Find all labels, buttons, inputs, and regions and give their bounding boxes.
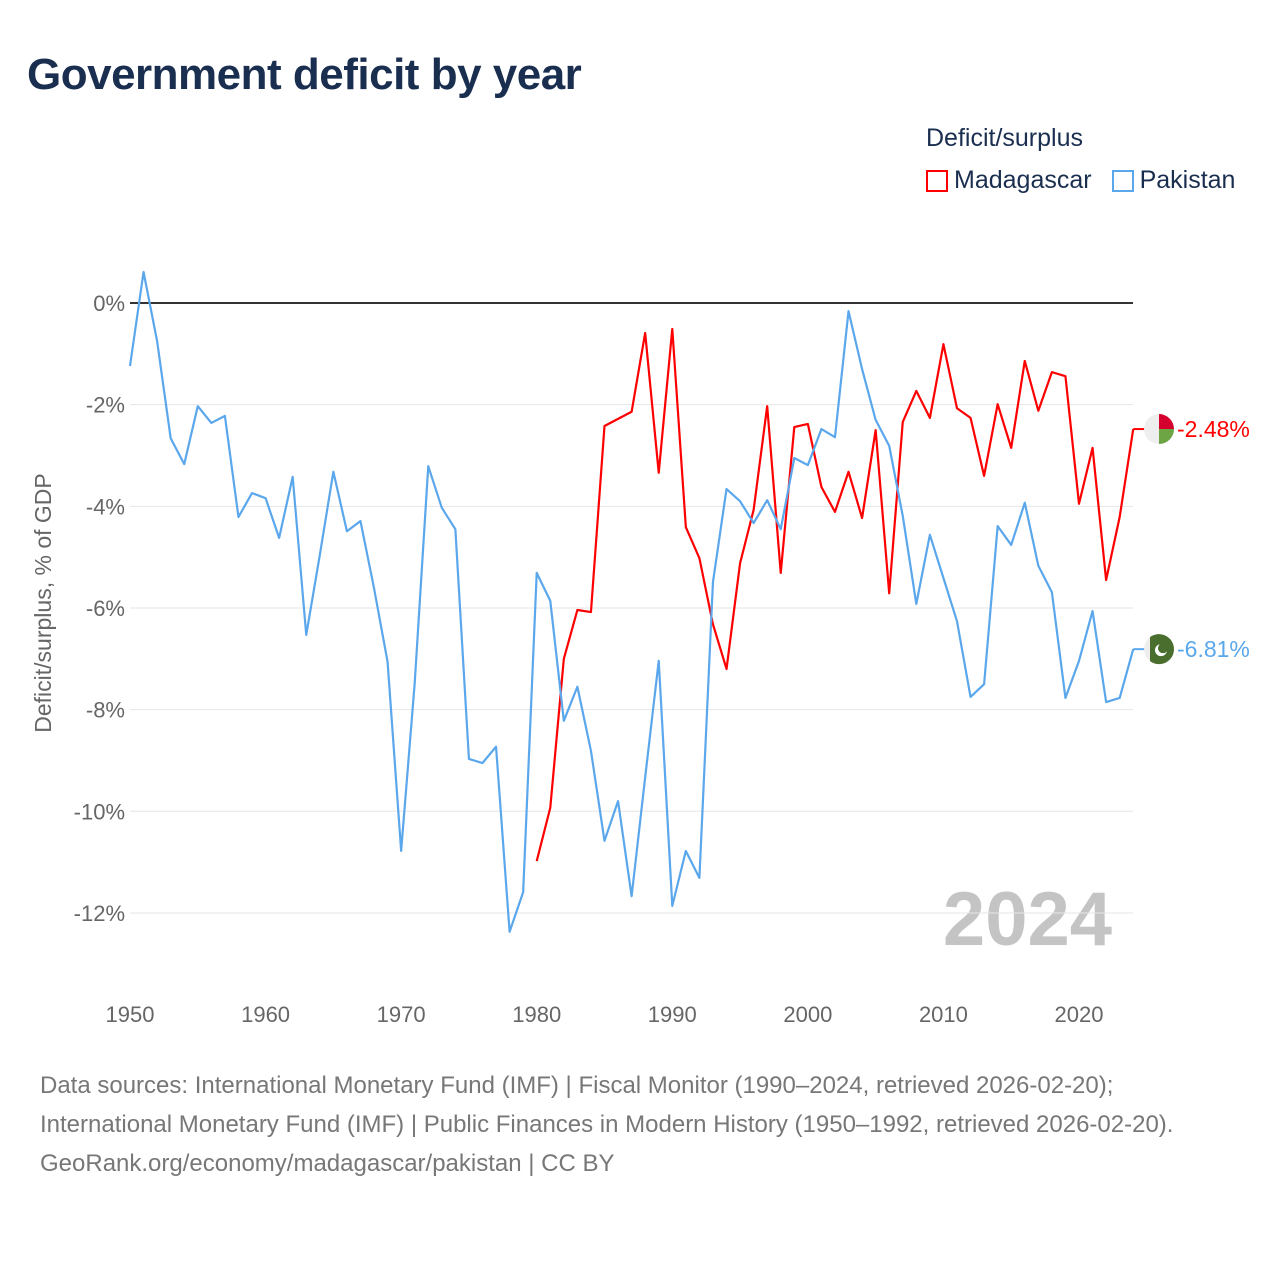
legend-label: Pakistan: [1139, 166, 1236, 194]
x-tick-label: 2020: [1055, 1002, 1104, 1027]
flag-red: [1159, 414, 1174, 430]
y-axis-label: Deficit/surplus, % of GDP: [30, 473, 56, 732]
legend: Madagascar Pakistan: [926, 166, 1235, 195]
y-tick-label: -10%: [74, 799, 125, 824]
footer: Data sources: International Monetary Fun…: [40, 1066, 1240, 1183]
flag-madagascar-icon: [1144, 414, 1174, 445]
crescent-cut: [1158, 643, 1168, 654]
x-tick-label: 1990: [648, 1002, 697, 1027]
x-tick-label: 1950: [106, 1002, 155, 1027]
chart-title: Government deficit by year: [27, 50, 582, 99]
series-line-pakistan: [128, 270, 1135, 933]
year-watermark: 2024: [943, 877, 1112, 962]
end-value-label-madagascar: -2.48%: [1177, 416, 1250, 442]
x-tick-label: 1980: [512, 1002, 561, 1027]
y-tick-label: -4%: [86, 494, 125, 519]
legend-swatch-madagascar: [926, 169, 948, 192]
data-sources: Data sources: International Monetary Fun…: [40, 1072, 1174, 1138]
end-value-label-pakistan: -6.81%: [1177, 636, 1250, 662]
legend-item-madagascar[interactable]: Madagascar: [926, 166, 1092, 195]
chart-plot: 2024 Deficit/surplus, % of GDP 0% -2% -4% -…: [30, 270, 1250, 1027]
legend-title: Deficit/surplus: [926, 124, 1083, 152]
x-tick-label: 1970: [377, 1002, 426, 1027]
legend-label: Madagascar: [954, 166, 1092, 194]
y-tick-label: -2%: [86, 393, 125, 418]
credit-link[interactable]: GeoRank.org/economy/madagascar/pakistan …: [40, 1150, 615, 1177]
y-tick-label: 0%: [93, 291, 125, 316]
x-tick-label: 2000: [783, 1002, 832, 1027]
legend-swatch-pakistan: [1111, 169, 1134, 192]
y-tick-label: -8%: [86, 698, 125, 723]
flag-green: [1159, 429, 1174, 445]
x-tick-label: 1960: [241, 1002, 290, 1027]
y-tick-label: -12%: [74, 901, 125, 926]
y-tick-label: -6%: [86, 596, 125, 621]
x-tick-label: 2010: [919, 1002, 968, 1027]
legend-item-pakistan[interactable]: Pakistan: [1111, 166, 1236, 195]
flag-pakistan-icon: [1144, 634, 1174, 665]
series-line-madagascar: [535, 327, 1135, 862]
